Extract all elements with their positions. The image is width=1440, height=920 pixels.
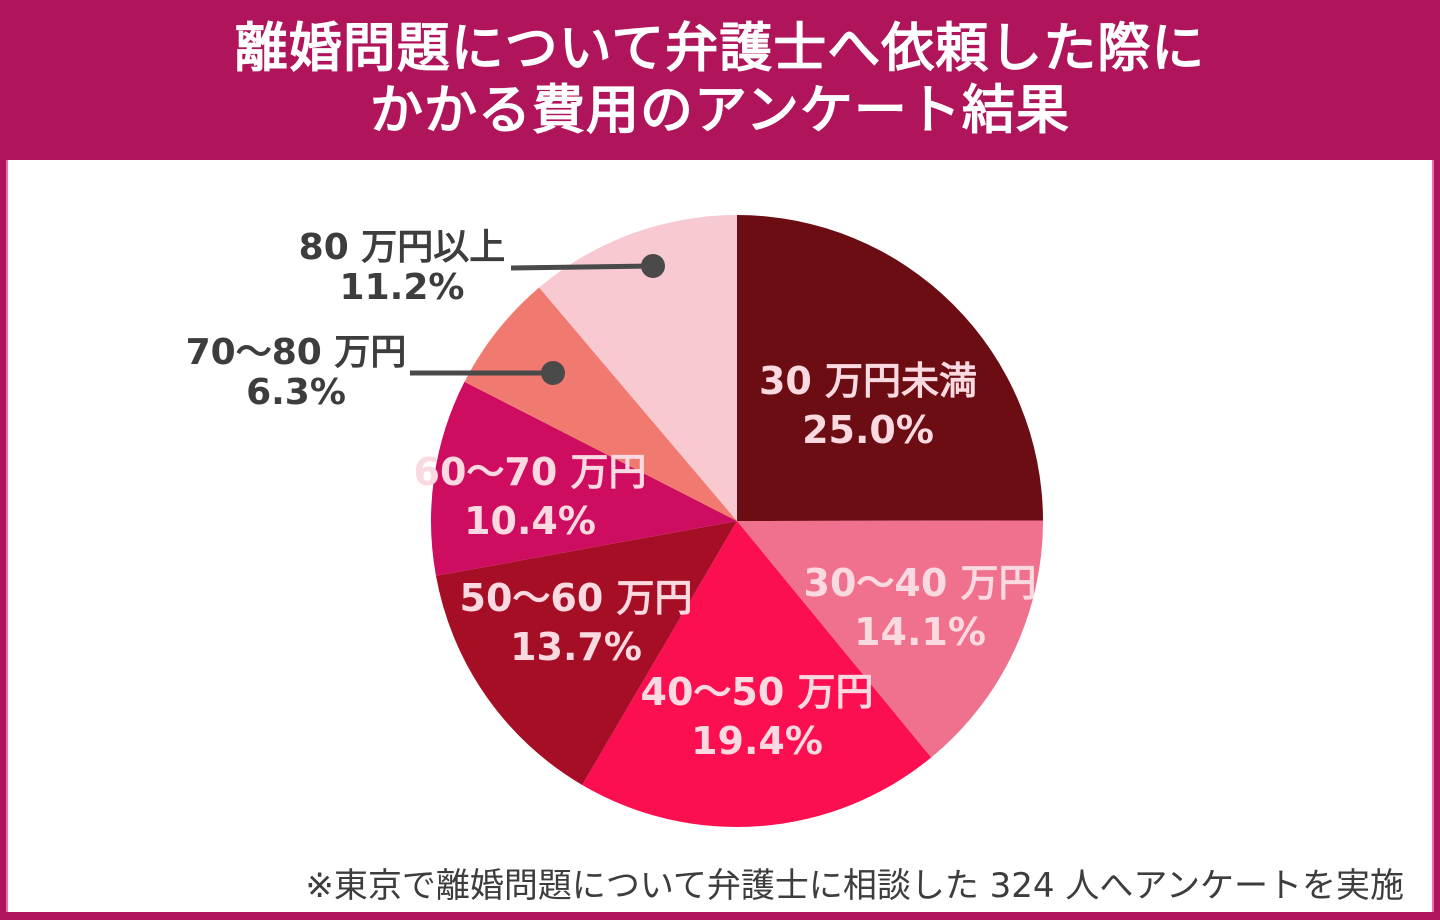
slice-label-30-40: 30〜40 万円 14.1% [804, 559, 1037, 657]
slice-label-text: 30〜40 万円 [803, 561, 1037, 605]
slice-label-pct: 14.1% [854, 610, 986, 654]
pie-slice-2 [582, 521, 932, 828]
pie-slice-6 [539, 215, 737, 521]
slice-label-50-60: 50〜60 万円 13.7% [460, 574, 693, 672]
slice-label-pct: 6.3% [246, 372, 346, 413]
pie-slice-4 [430, 381, 737, 576]
callout-over-80-line [510, 263, 654, 271]
page-title-line2: かかる費用のアンケート結果 [370, 80, 1070, 141]
survey-note: ※東京で離婚問題について弁護士に相談した 324 人へアンケートを実施 [305, 866, 1404, 906]
pie-slice-3 [435, 521, 737, 785]
title-banner: 離婚問題について弁護士へ依頼した際に かかる費用のアンケート結果 [0, 0, 1440, 160]
slice-label-pct: 25.0% [802, 408, 934, 452]
slice-label-text: 70〜80 万円 [185, 332, 407, 373]
slice-label-70-80: 70〜80 万円 6.3% [186, 333, 407, 413]
slice-label-40-50: 40〜50 万円 19.4% [641, 668, 874, 766]
slice-label-over-80: 80 万円以上 11.2% [299, 228, 506, 308]
slice-label-60-70: 60〜70 万円 10.4% [414, 448, 647, 546]
callout-over-80-dot [641, 254, 665, 278]
slice-label-text: 30 万円未満 [758, 359, 978, 403]
slice-label-pct: 10.4% [464, 499, 596, 543]
slice-label-under-30: 30 万円未満 25.0% [759, 357, 977, 455]
callout-70-80-dot [541, 361, 565, 385]
slice-label-pct: 13.7% [510, 625, 642, 669]
slice-label-pct: 19.4% [691, 719, 823, 763]
page-title-line1: 離婚問題について弁護士へ依頼した際に [234, 18, 1206, 79]
slice-label-text: 40〜50 万円 [640, 670, 874, 714]
slice-label-text: 50〜60 万円 [459, 576, 693, 620]
slice-label-pct: 11.2% [339, 267, 465, 308]
slice-label-text: 80 万円以上 [298, 227, 506, 268]
pie-slice-5 [464, 287, 737, 521]
page-title: 離婚問題について弁護士へ依頼した際に かかる費用のアンケート結果 [235, 18, 1205, 142]
pie-slice-0 [737, 215, 1043, 521]
pie-slice-1 [737, 520, 1044, 758]
slice-label-text: 60〜70 万円 [413, 450, 647, 494]
